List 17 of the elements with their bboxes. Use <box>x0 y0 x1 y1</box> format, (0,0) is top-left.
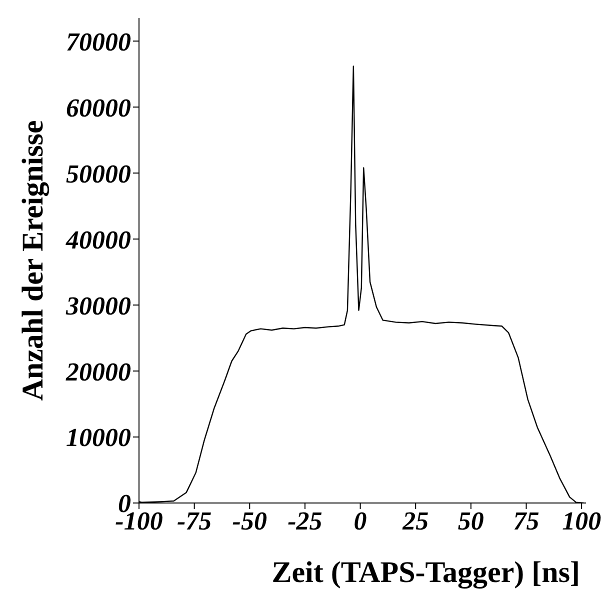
y-tick-label: 10000 <box>66 423 131 452</box>
x-tick-label: -75 <box>176 506 212 536</box>
y-axis-title: Anzahl der Ereignisse <box>16 120 50 401</box>
x-axis-title: Zeit (TAPS-Tagger) [ns] <box>272 556 580 589</box>
y-tick-label: 20000 <box>65 357 131 386</box>
x-tick-label: 25 <box>402 506 429 536</box>
x-tick-label: 0 <box>354 506 367 536</box>
x-tick-label: 75 <box>513 506 540 536</box>
x-tick-label: -25 <box>288 506 322 536</box>
x-tick-label: 100 <box>562 506 602 536</box>
y-tick-label: 40000 <box>65 225 131 254</box>
y-tick-label: 50000 <box>66 159 131 188</box>
x-tick-label: -50 <box>232 506 267 536</box>
y-tick-label: 60000 <box>66 93 131 122</box>
x-tick-label: 50 <box>458 506 484 536</box>
y-tick-label: 70000 <box>66 27 131 56</box>
y-tick-label: 30000 <box>65 291 131 320</box>
